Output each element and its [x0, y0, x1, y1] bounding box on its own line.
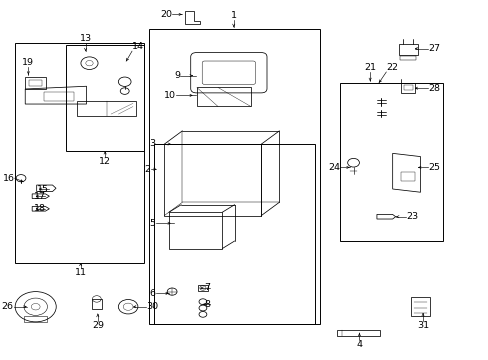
Bar — [398, 44, 417, 55]
Bar — [29, 80, 42, 86]
Bar — [15, 43, 144, 263]
Bar — [24, 316, 47, 322]
Text: 19: 19 — [22, 58, 34, 67]
Bar — [403, 85, 412, 90]
Text: 2: 2 — [144, 165, 150, 174]
Bar — [91, 299, 102, 309]
Text: 15: 15 — [37, 184, 49, 194]
Text: 17: 17 — [33, 192, 45, 201]
Bar — [66, 45, 144, 151]
Text: 8: 8 — [204, 300, 210, 309]
Bar — [401, 83, 414, 93]
Text: 28: 28 — [427, 84, 439, 93]
Text: 11: 11 — [75, 268, 86, 277]
Bar — [336, 330, 379, 336]
Text: 22: 22 — [386, 63, 398, 72]
Text: 30: 30 — [145, 302, 158, 311]
Bar — [410, 297, 429, 316]
Text: 21: 21 — [364, 63, 375, 72]
Text: 9: 9 — [174, 71, 180, 80]
Text: 18: 18 — [33, 204, 45, 213]
Bar — [164, 144, 261, 216]
Text: 27: 27 — [427, 44, 439, 53]
Text: 10: 10 — [163, 91, 176, 100]
Text: 24: 24 — [327, 163, 339, 172]
Text: 3: 3 — [149, 139, 155, 148]
Text: 20: 20 — [160, 10, 172, 19]
Bar — [25, 77, 46, 89]
Text: 6: 6 — [149, 289, 155, 298]
Bar — [77, 101, 136, 116]
Bar — [154, 144, 315, 324]
Bar — [149, 29, 320, 324]
Text: 5: 5 — [149, 219, 155, 228]
Text: 16: 16 — [2, 174, 15, 183]
Bar — [44, 92, 73, 101]
Text: 4: 4 — [356, 340, 362, 349]
Text: 1: 1 — [230, 11, 236, 20]
Bar — [400, 56, 415, 60]
Text: 12: 12 — [99, 157, 111, 166]
Bar — [401, 172, 414, 181]
Bar — [339, 83, 442, 241]
Text: 26: 26 — [1, 302, 14, 311]
Bar — [197, 285, 208, 291]
Bar — [168, 212, 222, 248]
Text: 14: 14 — [132, 42, 144, 51]
Text: 7: 7 — [204, 284, 210, 292]
Text: 29: 29 — [92, 321, 103, 330]
Text: 23: 23 — [405, 212, 417, 221]
Text: 31: 31 — [416, 321, 428, 330]
Text: 13: 13 — [80, 34, 91, 43]
Text: 25: 25 — [427, 163, 439, 172]
